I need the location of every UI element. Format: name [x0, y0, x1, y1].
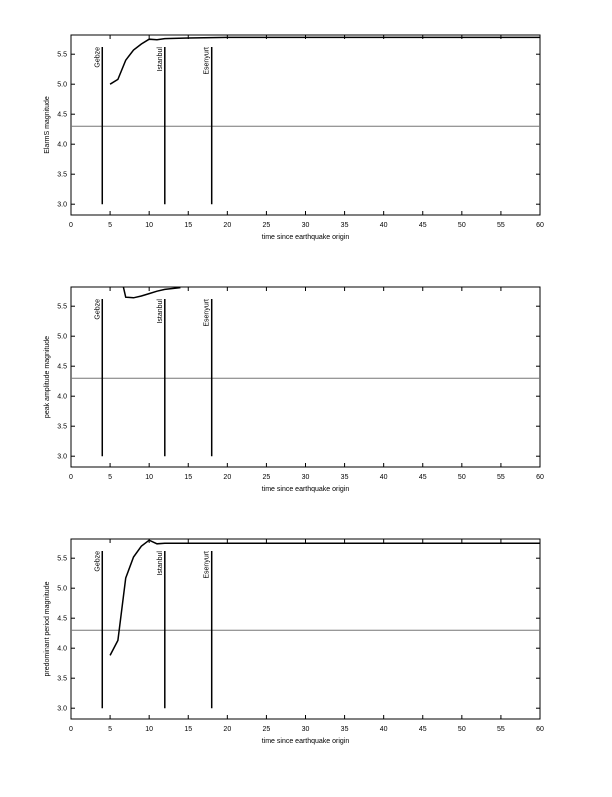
y-axis-label: ElarmS magnitude: [44, 96, 51, 154]
plot-frame: [70, 538, 541, 720]
x-tick-label: 5: [108, 726, 112, 733]
y-tick-label: 3.5: [57, 676, 67, 683]
x-tick-label: 55: [497, 726, 505, 733]
y-tick-label: 4.0: [57, 394, 67, 401]
y-tick-label: 4.0: [57, 142, 67, 149]
plot-frame: [70, 286, 541, 468]
x-tick-label: 20: [223, 726, 231, 733]
x-tick-label: 40: [380, 474, 388, 481]
y-tick-label: 3.5: [57, 424, 67, 431]
panel: 0 5 10 15 20 25 30 35 40 45 50 55 60 3.0 3.5 4.0 4.5 5.0 5…: [44, 34, 544, 241]
plot-frame: [70, 34, 541, 216]
y-tick-label: 5.5: [57, 304, 67, 311]
x-tick-label: 0: [69, 726, 73, 733]
x-tick-label: 60: [536, 474, 544, 481]
station-label: Istanbul: [157, 551, 164, 576]
station-label: Esenyurt: [204, 47, 211, 75]
x-tick-label: 20: [223, 474, 231, 481]
x-tick-label: 50: [458, 726, 466, 733]
x-tick-label: 25: [263, 222, 271, 229]
series-line: [109, 539, 540, 656]
x-tick-label: 35: [341, 222, 349, 229]
x-tick-label: 15: [184, 222, 192, 229]
panel: 0 5 10 15 20 25 30 35 40 45 50 55 60 3.0 3.5 4.0 4.5 5.0 5…: [44, 286, 544, 493]
x-axis-label: time since earthquake origin: [262, 486, 350, 493]
x-tick-label: 45: [419, 726, 427, 733]
x-tick-label: 35: [341, 726, 349, 733]
y-tick-label: 5.5: [57, 556, 67, 563]
x-tick-label: 25: [263, 474, 271, 481]
x-tick-label: 25: [263, 726, 271, 733]
y-tick-label: 3.0: [57, 202, 67, 209]
y-tick-label: 5.0: [57, 586, 67, 593]
y-tick-label: 5.0: [57, 334, 67, 341]
station-label: Gebze: [94, 47, 101, 68]
x-tick-label: 35: [341, 474, 349, 481]
y-tick-label: 3.0: [57, 454, 67, 461]
x-axis-label: time since earthquake origin: [262, 234, 350, 241]
y-axis-label: predominant period magnitude: [44, 581, 51, 676]
x-tick-label: 10: [145, 726, 153, 733]
series-line: [109, 36, 540, 85]
x-tick-label: 30: [302, 474, 310, 481]
x-axis-label: time since earthquake origin: [262, 738, 350, 745]
x-tick-label: 10: [145, 474, 153, 481]
x-tick-label: 60: [536, 726, 544, 733]
y-tick-label: 4.0: [57, 646, 67, 653]
y-tick-label: 3.5: [57, 172, 67, 179]
station-label: Esenyurt: [204, 299, 211, 327]
x-tick-label: 15: [184, 726, 192, 733]
x-tick-label: 50: [458, 474, 466, 481]
y-tick-label: 5.5: [57, 52, 67, 59]
y-axis-label: peak amplitude magnitude: [44, 336, 51, 418]
x-tick-label: 45: [419, 222, 427, 229]
x-tick-label: 0: [69, 474, 73, 481]
station-label: Istanbul: [157, 299, 164, 324]
series-line: [122, 287, 181, 299]
x-tick-label: 60: [536, 222, 544, 229]
x-tick-label: 55: [497, 474, 505, 481]
station-label: Esenyurt: [204, 551, 211, 579]
station-label: Istanbul: [157, 47, 164, 72]
panel: 0 5 10 15 20 25 30 35 40 45 50 55 60 3.0 3.5 4.0 4.5 5.0 5…: [44, 538, 544, 745]
x-tick-label: 10: [145, 222, 153, 229]
x-tick-label: 30: [302, 726, 310, 733]
y-tick-label: 4.5: [57, 364, 67, 371]
x-tick-label: 40: [380, 726, 388, 733]
x-tick-label: 0: [69, 222, 73, 229]
x-tick-label: 15: [184, 474, 192, 481]
y-tick-label: 5.0: [57, 82, 67, 89]
x-tick-label: 5: [108, 222, 112, 229]
station-label: Gebze: [94, 551, 101, 572]
x-tick-label: 20: [223, 222, 231, 229]
x-tick-label: 40: [380, 222, 388, 229]
y-tick-label: 4.5: [57, 616, 67, 623]
x-tick-label: 5: [108, 474, 112, 481]
x-tick-label: 30: [302, 222, 310, 229]
station-label: Gebze: [94, 299, 101, 320]
x-tick-label: 45: [419, 474, 427, 481]
y-tick-label: 4.5: [57, 112, 67, 119]
y-tick-label: 3.0: [57, 706, 67, 713]
x-tick-label: 50: [458, 222, 466, 229]
x-tick-label: 55: [497, 222, 505, 229]
